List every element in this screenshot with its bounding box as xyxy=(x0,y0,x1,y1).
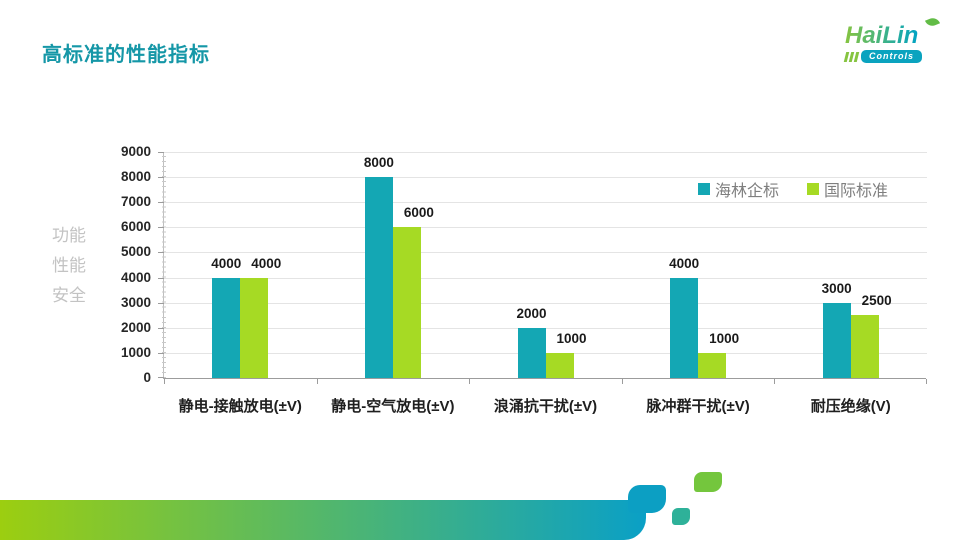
y-axis-label: 8000 xyxy=(120,169,151,185)
bar-hailin-5 xyxy=(822,302,851,378)
value-label: 1000 xyxy=(556,330,587,346)
y-axis-tick xyxy=(158,227,164,229)
gridline xyxy=(164,202,927,204)
x-axis-tick xyxy=(164,379,165,384)
x-axis-tick xyxy=(317,379,318,384)
x-axis-category-label: 静电-空气放电(±V) xyxy=(331,398,455,415)
gridline xyxy=(164,152,927,153)
value-label: 4000 xyxy=(251,255,282,271)
decor-square-teal xyxy=(628,485,666,513)
y-axis-label: 0 xyxy=(143,370,151,385)
x-axis-tick xyxy=(774,379,775,384)
value-label: 8000 xyxy=(363,155,394,171)
y-axis-tick xyxy=(158,177,164,179)
value-label: 2000 xyxy=(516,305,547,321)
logo-bars-icon xyxy=(843,51,860,62)
bar-hailin-4 xyxy=(670,277,699,378)
legend-swatch-teal xyxy=(698,183,710,195)
y-axis-tick xyxy=(158,277,164,279)
x-axis-tick xyxy=(926,379,927,384)
y-axis-label: 1000 xyxy=(120,344,151,360)
caption-line-safety: 安全 xyxy=(52,286,86,305)
x-axis-category-label: 脉冲群干扰(±V) xyxy=(646,398,750,415)
y-axis-label: 7000 xyxy=(120,194,151,210)
gridline xyxy=(164,327,927,329)
y-axis-label: 6000 xyxy=(120,219,151,235)
bar-intl-4 xyxy=(698,352,727,378)
gridline xyxy=(164,177,927,179)
chart-legend: 海林企标 国际标准 xyxy=(698,177,888,201)
hailin-logo: HaiLin Controls xyxy=(843,15,941,63)
caption-line-performance: 性能 xyxy=(52,256,86,275)
y-axis-label: 4000 xyxy=(120,269,151,285)
bar-intl-1 xyxy=(240,277,269,378)
bar-hailin-3 xyxy=(517,327,546,378)
legend-item-hailin: 海林企标 xyxy=(698,177,779,201)
gridline xyxy=(164,277,927,279)
axis-caption: 功能 性能 安全 xyxy=(52,221,86,311)
bar-chart: 0 1000 2000 3000 4000 5000 6000 7000 8000 9000 400… xyxy=(121,144,927,415)
bar-intl-3 xyxy=(545,352,574,378)
logo-brand-text: HaiLin xyxy=(845,22,919,49)
y-axis-tick xyxy=(158,302,164,304)
y-axis-tick xyxy=(158,152,164,153)
gridline xyxy=(164,227,927,229)
value-label: 2500 xyxy=(861,293,892,309)
logo-subline: Controls xyxy=(843,50,935,63)
y-axis-tick xyxy=(158,252,164,254)
logo-sub-text: Controls xyxy=(861,50,922,63)
y-axis-label: 5000 xyxy=(120,244,151,260)
leaf-icon xyxy=(924,15,941,29)
value-label: 4000 xyxy=(669,255,700,271)
value-label: 3000 xyxy=(821,280,852,296)
x-axis-tick xyxy=(622,379,623,384)
x-axis-category-label: 浪涌抗干扰(±V) xyxy=(493,398,598,415)
legend-label: 国际标准 xyxy=(824,183,889,200)
y-axis-label: 2000 xyxy=(120,319,151,335)
y-axis-tick xyxy=(158,352,164,354)
y-axis-minor-ticks xyxy=(162,152,166,378)
y-axis-tick xyxy=(158,377,164,378)
bar-intl-2 xyxy=(392,227,421,378)
x-axis-category-label: 耐压绝缘(V) xyxy=(810,398,891,415)
bar-intl-5 xyxy=(850,315,879,378)
value-label: 6000 xyxy=(403,205,434,221)
y-axis-label: 9000 xyxy=(120,144,151,159)
y-axis-label: 3000 xyxy=(120,294,151,310)
value-label: 1000 xyxy=(709,330,740,346)
bottom-gradient-bar xyxy=(0,500,646,540)
legend-label: 海林企标 xyxy=(715,183,780,200)
bar-hailin-2 xyxy=(364,177,393,378)
bar-hailin-1 xyxy=(212,277,241,378)
caption-line-function: 功能 xyxy=(52,226,86,245)
legend-swatch-green xyxy=(807,183,820,195)
decor-square-emerald xyxy=(672,508,690,525)
y-axis-tick xyxy=(158,202,164,204)
y-axis-tick xyxy=(158,327,164,329)
gridline xyxy=(164,252,927,254)
legend-item-international: 国际标准 xyxy=(807,177,888,201)
gridline xyxy=(164,302,927,304)
x-axis-tick xyxy=(469,379,470,384)
value-label: 4000 xyxy=(211,255,242,271)
page-title: 高标准的性能指标 xyxy=(42,44,210,66)
decor-square-green xyxy=(694,472,722,492)
x-axis-category-label: 静电-接触放电(±V) xyxy=(178,398,302,415)
